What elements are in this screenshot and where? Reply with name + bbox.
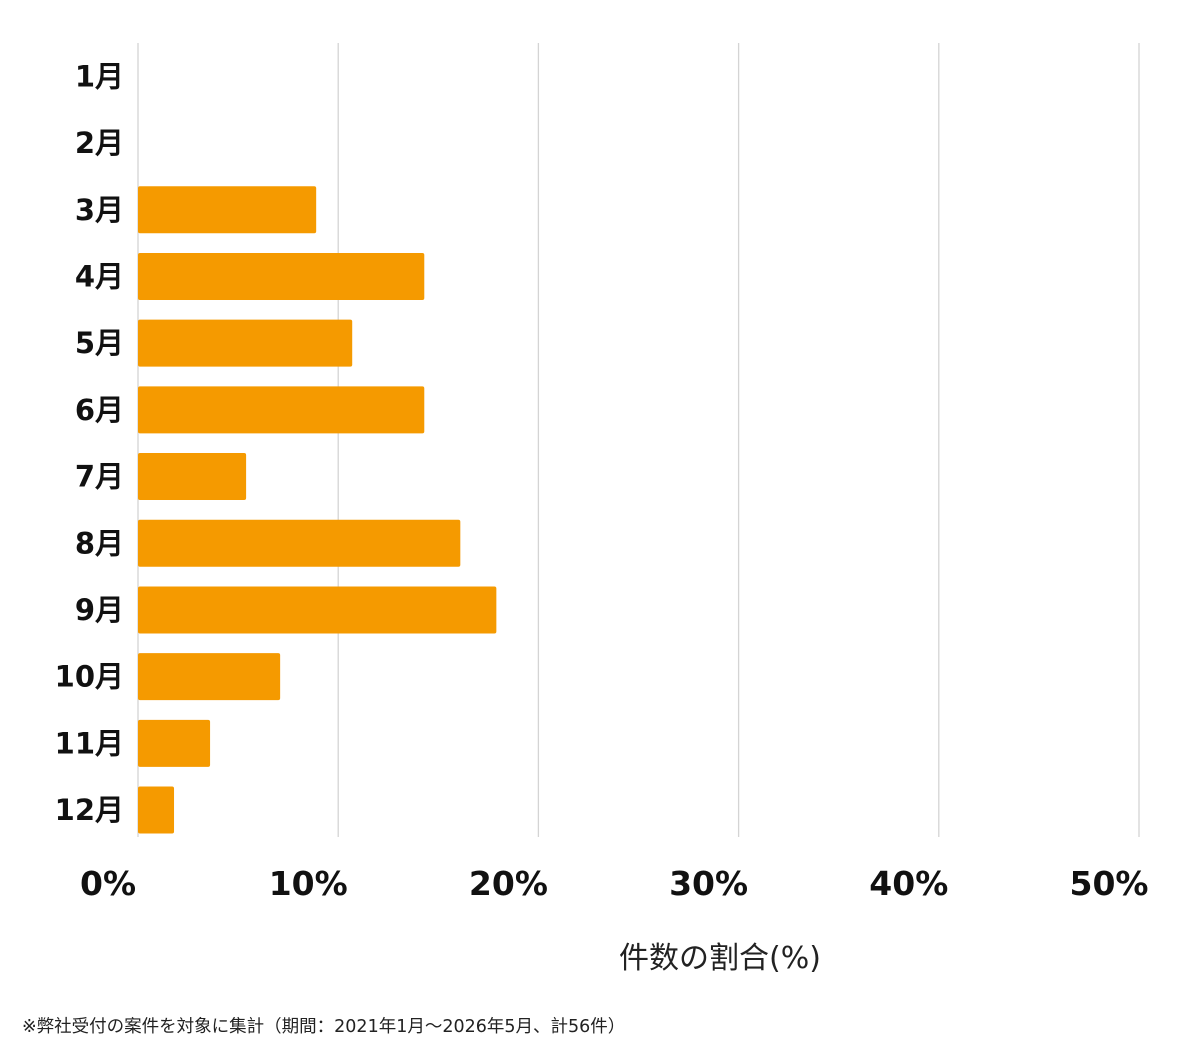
category-label-5: 5月 xyxy=(75,326,124,360)
x-axis-title: 件数の割合(%) xyxy=(619,941,821,976)
x-tick-label-10: 10% xyxy=(269,864,348,903)
x-tick-label-0: 0% xyxy=(80,864,136,903)
x-tick-label-20: 20% xyxy=(469,864,548,903)
x-tick-labels: 0% 10% 20% 30% 40% 50% xyxy=(80,864,1149,903)
bar-11 xyxy=(138,719,211,767)
footnote: ※弊社受付の案件を対象に集計（期間：2021年1月〜2026年5月、計56件） xyxy=(22,1017,626,1037)
bar-4 xyxy=(138,252,425,300)
gridlines xyxy=(137,43,1140,837)
bar-10 xyxy=(138,653,281,701)
category-label-2: 2月 xyxy=(75,126,124,160)
bars xyxy=(138,186,497,834)
bar-6 xyxy=(138,386,425,434)
category-label-3: 3月 xyxy=(75,193,124,227)
category-label-10: 10月 xyxy=(55,660,124,694)
x-tick-label-40: 40% xyxy=(869,864,948,903)
category-label-9: 9月 xyxy=(75,593,124,627)
category-label-7: 7月 xyxy=(75,460,124,494)
bar-7 xyxy=(138,453,247,501)
category-label-6: 6月 xyxy=(75,393,124,427)
bar-5 xyxy=(138,319,353,367)
bar-9 xyxy=(138,586,497,634)
bar-8 xyxy=(138,519,461,567)
x-tick-label-30: 30% xyxy=(669,864,748,903)
category-label-11: 11月 xyxy=(55,726,124,760)
bar-3 xyxy=(138,186,317,234)
category-label-12: 12月 xyxy=(55,793,124,827)
bar-chart: 1月 2月 3月 4月 5月 6月 7月 8月 9月 10月 11月 12月 0% 10% 20% 30% 4… xyxy=(55,43,1149,976)
x-tick-label-50: 50% xyxy=(1070,864,1149,903)
category-label-8: 8月 xyxy=(75,526,124,560)
category-label-4: 4月 xyxy=(75,259,124,293)
category-labels: 1月 2月 3月 4月 5月 6月 7月 8月 9月 10月 11月 12月 xyxy=(55,59,124,827)
category-label-1: 1月 xyxy=(75,59,124,93)
bar-12 xyxy=(138,786,175,834)
